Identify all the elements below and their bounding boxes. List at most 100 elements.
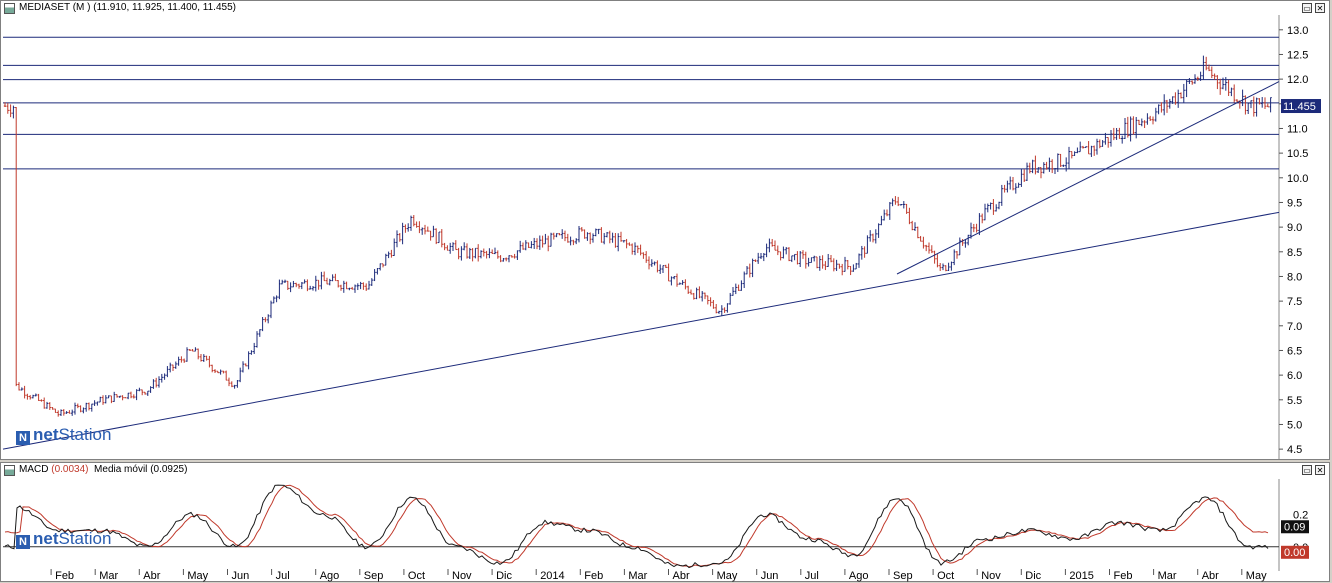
ohlc-bar xyxy=(656,260,659,273)
ohlc-bar xyxy=(785,247,788,255)
ohlc-bar xyxy=(1006,180,1009,193)
ohlc-bar xyxy=(1037,167,1040,173)
ohlc-bar xyxy=(1207,64,1211,72)
ohlc-bar xyxy=(376,268,379,275)
x-tick-label: Dic xyxy=(496,570,512,582)
ohlc-bar xyxy=(586,232,589,241)
price-y-tick-label: 4.5 xyxy=(1287,444,1302,456)
ohlc-bar xyxy=(981,213,984,224)
ohlc-bar xyxy=(1059,153,1062,167)
ohlc-bar xyxy=(446,245,449,251)
ohlc-bar xyxy=(202,354,205,362)
close-icon[interactable]: ✕ xyxy=(1315,3,1325,13)
ohlc-bar xyxy=(527,242,530,249)
ohlc-bar xyxy=(978,213,981,236)
maximize-icon[interactable]: ▭ xyxy=(1302,3,1312,13)
ohlc-bar xyxy=(348,287,351,291)
ohlc-bar xyxy=(1269,97,1272,113)
ohlc-bar xyxy=(667,263,670,282)
ohlc-bar xyxy=(191,348,194,352)
ohlc-bar xyxy=(297,283,301,289)
ohlc-bar xyxy=(1079,141,1082,153)
ohlc-bar xyxy=(1039,167,1043,179)
ohlc-bar xyxy=(1210,66,1213,79)
ohlc-bar xyxy=(790,255,793,263)
ohlc-bar xyxy=(1230,87,1233,97)
ohlc-bar xyxy=(118,395,121,398)
ohlc-bar xyxy=(491,249,494,255)
ohlc-bar xyxy=(1219,78,1222,95)
ohlc-bar xyxy=(1090,145,1093,157)
ohlc-bar xyxy=(342,280,345,293)
ohlc-bar xyxy=(379,263,382,271)
ohlc-bar xyxy=(857,253,861,268)
ohlc-bar xyxy=(1048,157,1051,172)
ohlc-bar xyxy=(1255,97,1258,117)
ohlc-bar xyxy=(359,281,362,290)
ohlc-bar xyxy=(303,279,306,284)
ohlc-bar xyxy=(1205,56,1208,71)
ohlc-bar xyxy=(454,240,457,251)
ohlc-bar xyxy=(465,243,469,259)
ohlc-bar xyxy=(513,253,516,259)
ohlc-bar xyxy=(771,238,774,247)
ohlc-bar xyxy=(113,391,116,402)
ohlc-bar xyxy=(34,393,37,397)
x-tick-label: Ago xyxy=(849,570,869,582)
ohlc-bar xyxy=(463,242,466,251)
ohlc-bar xyxy=(258,329,261,337)
ohlc-bar xyxy=(908,207,911,225)
ohlc-bar xyxy=(1104,132,1107,145)
ohlc-bar xyxy=(955,250,959,259)
x-tick-label: Feb xyxy=(55,570,74,582)
ohlc-bar xyxy=(1115,127,1118,140)
ohlc-bar xyxy=(757,252,760,264)
ohlc-bar xyxy=(608,230,611,244)
ohlc-bar xyxy=(1137,119,1141,126)
ohlc-bar xyxy=(997,201,1001,210)
ohlc-bar xyxy=(1258,98,1261,105)
ohlc-bar xyxy=(331,274,334,282)
ohlc-bar xyxy=(1003,184,1006,193)
ohlc-bar xyxy=(583,229,586,239)
ohlc-bar xyxy=(309,285,312,290)
ohlc-bar xyxy=(390,249,393,258)
ohlc-bar xyxy=(765,243,768,258)
ohlc-bar xyxy=(958,237,961,256)
ohlc-bar xyxy=(141,389,144,396)
ohlc-bar xyxy=(1051,159,1054,174)
ohlc-bar xyxy=(916,226,919,239)
ohlc-bar xyxy=(726,303,729,313)
ohlc-bar xyxy=(317,279,320,290)
ohlc-bar xyxy=(166,366,169,378)
ohlc-bar xyxy=(740,280,743,291)
close-icon[interactable]: ✕ xyxy=(1315,465,1325,475)
ohlc-bar xyxy=(1143,120,1146,129)
ohlc-bar xyxy=(479,250,483,259)
ohlc-bar xyxy=(17,382,21,391)
ohlc-bar xyxy=(754,259,757,263)
ohlc-bar xyxy=(1045,161,1048,170)
ohlc-bar xyxy=(986,203,989,213)
x-tick-label: Oct xyxy=(408,570,425,582)
maximize-icon[interactable]: ▭ xyxy=(1302,465,1312,475)
ohlc-bar xyxy=(631,243,634,255)
ohlc-bar xyxy=(429,230,432,241)
ohlc-bar xyxy=(152,379,155,389)
ohlc-bar xyxy=(1185,79,1188,98)
ohlc-bar xyxy=(720,305,723,316)
ohlc-bar xyxy=(577,225,581,243)
ohlc-bar xyxy=(687,285,690,294)
ohlc-bar xyxy=(194,347,197,352)
ohlc-bar xyxy=(1132,116,1135,135)
ohlc-bar xyxy=(558,233,561,236)
ohlc-bar xyxy=(3,102,7,107)
x-tick-label: Mar xyxy=(628,570,647,582)
ohlc-bar xyxy=(1017,182,1020,188)
ohlc-bar xyxy=(855,262,858,270)
price-y-tick-label: 7.5 xyxy=(1287,296,1302,308)
ohlc-bar xyxy=(407,223,410,232)
ohlc-bar xyxy=(1196,76,1199,81)
ohlc-bar xyxy=(1177,89,1180,108)
